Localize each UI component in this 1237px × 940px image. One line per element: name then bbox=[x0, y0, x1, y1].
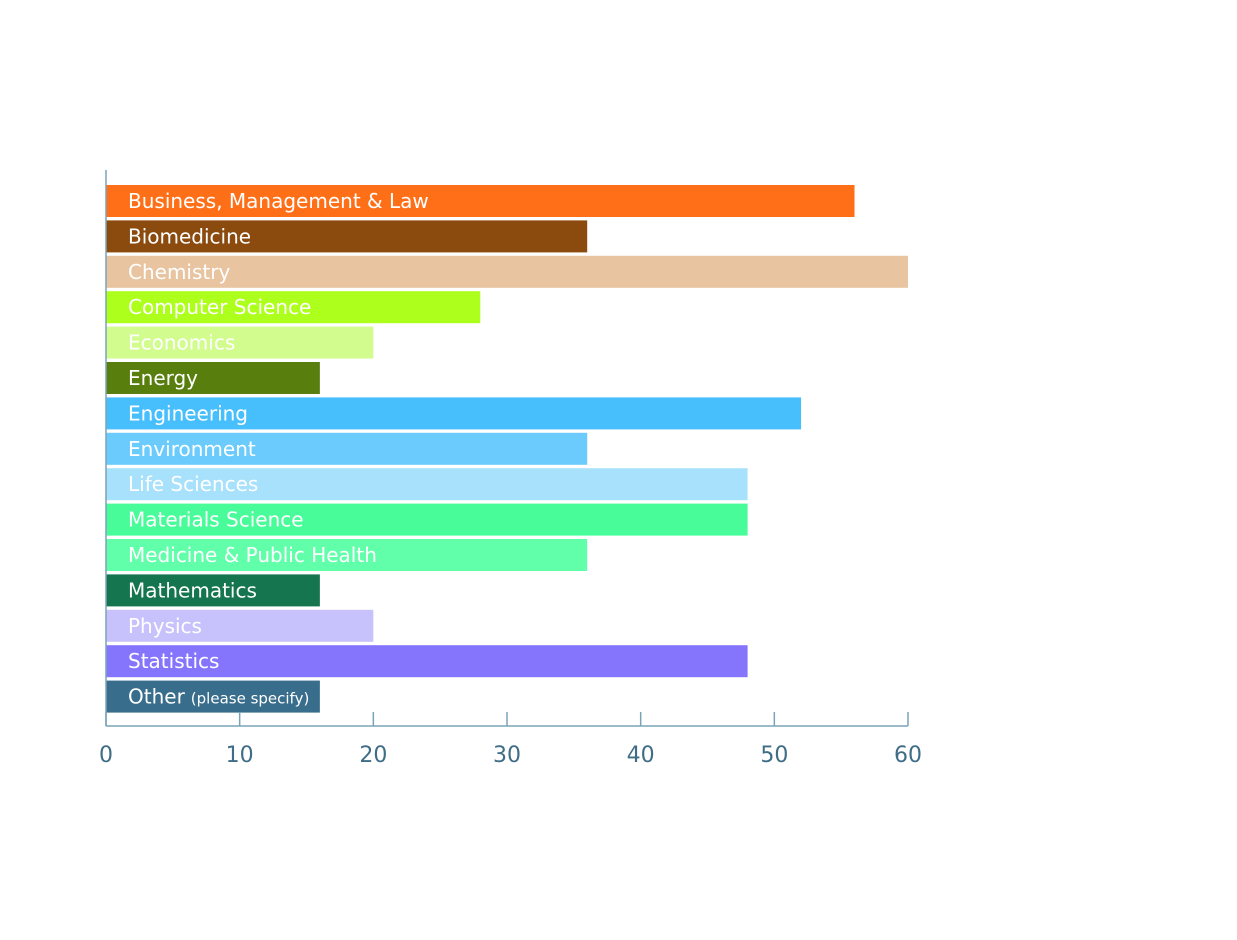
bar-label-materials-science: Materials Science bbox=[128, 508, 304, 532]
bar-label-note: (please specify) bbox=[191, 690, 310, 708]
x-tick-label-20: 20 bbox=[359, 743, 387, 768]
bar-statistics bbox=[106, 645, 748, 678]
bar-business-management-and-law bbox=[106, 185, 855, 217]
bar-label-biomedicine: Biomedicine bbox=[128, 224, 251, 248]
x-tick-label-10: 10 bbox=[226, 743, 254, 768]
bar-label-mathematics: Mathematics bbox=[128, 578, 257, 602]
bar-engineering bbox=[106, 397, 802, 430]
bar-economics bbox=[106, 326, 374, 359]
bar-label-physics: Physics bbox=[128, 614, 202, 638]
bar-life-sciences bbox=[106, 468, 748, 501]
bar-label-business-management-and-law: Business, Management & Law bbox=[128, 189, 429, 213]
bar-label-economics: Economics bbox=[128, 331, 235, 355]
x-tick-label-0: 0 bbox=[99, 743, 113, 768]
bar-label-engineering: Engineering bbox=[128, 401, 248, 425]
bar-biomedicine bbox=[106, 220, 588, 253]
bar-label-other: Other (please specify) bbox=[128, 685, 309, 709]
bar-label-computer-science: Computer Science bbox=[128, 295, 311, 319]
axes-group: 0 10 20 30 40 50 60 bbox=[99, 170, 922, 768]
bar-mathematics bbox=[106, 574, 320, 607]
x-tick-label-40: 40 bbox=[627, 743, 655, 768]
bar-label-environment: Environment bbox=[128, 437, 256, 461]
bar-label-medicine-and-public-health: Medicine & Public Health bbox=[128, 543, 377, 567]
bar-other bbox=[106, 680, 320, 713]
bar-label-chemistry: Chemistry bbox=[128, 260, 230, 284]
bar-computer-science bbox=[106, 291, 481, 324]
bar-label-life-sciences: Life Sciences bbox=[128, 472, 258, 496]
x-tick-label-30: 30 bbox=[493, 743, 521, 768]
bar-energy bbox=[106, 362, 320, 394]
bar-environment bbox=[106, 432, 588, 465]
bar-label-energy: Energy bbox=[128, 366, 198, 390]
bar-label-statistics: Statistics bbox=[128, 649, 219, 673]
x-tick-label-50: 50 bbox=[760, 743, 788, 768]
bar-chemistry bbox=[106, 255, 908, 288]
bar-medicine-and-public-health bbox=[106, 539, 588, 571]
x-tick-label-60: 60 bbox=[894, 743, 922, 768]
bar-materials-science bbox=[106, 503, 748, 536]
bar-physics bbox=[106, 609, 374, 642]
bars-group: Business, Management & Law Biomedicine Che… bbox=[106, 185, 908, 713]
